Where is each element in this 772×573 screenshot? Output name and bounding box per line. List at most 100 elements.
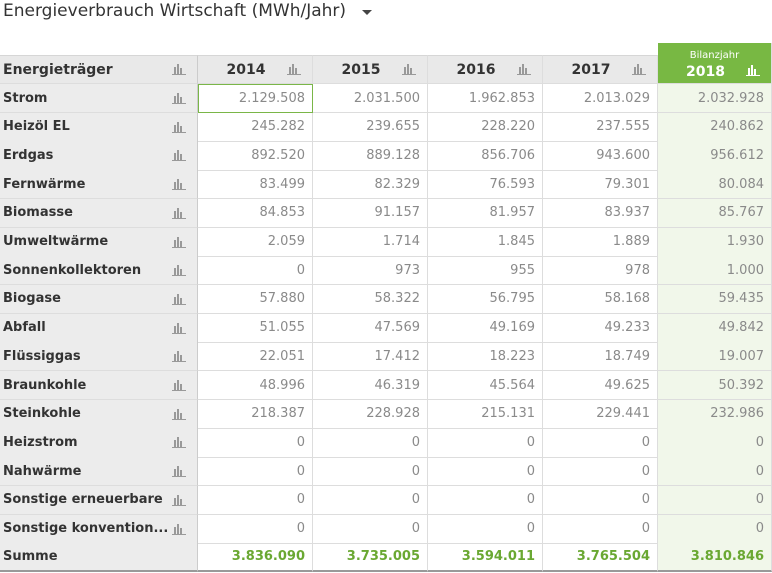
value-cell[interactable]: 0 [198, 428, 313, 458]
value-cell[interactable]: 943.600 [543, 141, 658, 171]
chart-icon[interactable] [287, 63, 301, 75]
value-cell[interactable]: 83.499 [198, 170, 313, 200]
value-cell[interactable]: 0 [198, 256, 313, 286]
value-cell[interactable]: 0 [658, 457, 772, 487]
chart-icon[interactable] [172, 322, 186, 334]
chart-icon[interactable] [172, 236, 186, 248]
value-cell[interactable]: 228.220 [428, 112, 543, 142]
value-cell[interactable]: 58.322 [313, 284, 428, 315]
value-cell[interactable]: 215.131 [428, 399, 543, 429]
value-cell[interactable]: 76.593 [428, 170, 543, 200]
chart-icon[interactable] [172, 207, 186, 219]
value-cell[interactable]: 84.853 [198, 198, 313, 228]
value-cell[interactable]: 245.282 [198, 112, 313, 142]
value-cell[interactable]: 3.765.504 [543, 543, 658, 573]
value-cell[interactable]: 0 [543, 485, 658, 515]
value-cell[interactable]: 3.836.090 [198, 543, 313, 573]
value-cell[interactable]: 0 [198, 514, 313, 544]
value-cell[interactable]: 889.128 [313, 141, 428, 171]
chart-icon[interactable] [172, 178, 186, 191]
value-cell[interactable]: 47.569 [313, 313, 428, 343]
value-cell[interactable]: 1.845 [428, 227, 543, 257]
value-cell[interactable]: 228.928 [313, 399, 428, 429]
value-cell[interactable]: 0 [198, 485, 313, 515]
value-cell[interactable]: 0 [658, 428, 772, 458]
value-cell[interactable]: 58.168 [543, 284, 658, 315]
value-cell[interactable]: 229.441 [543, 399, 658, 429]
column-header[interactable]: Bilanzjahr 2018 [658, 43, 772, 84]
value-cell[interactable]: 0 [428, 485, 543, 515]
value-cell[interactable]: 46.319 [313, 371, 428, 401]
value-cell[interactable]: 18.223 [428, 342, 543, 372]
value-cell[interactable]: 49.842 [658, 313, 772, 343]
chart-icon[interactable] [172, 293, 186, 305]
value-cell[interactable]: 91.157 [313, 198, 428, 228]
value-cell[interactable]: 232.986 [658, 399, 772, 429]
value-cell[interactable]: 0 [543, 428, 658, 458]
value-cell[interactable]: 81.957 [428, 198, 543, 228]
value-cell[interactable]: 0 [428, 514, 543, 544]
chart-icon[interactable] [172, 149, 186, 162]
value-cell[interactable]: 80.084 [658, 170, 772, 200]
chart-icon[interactable] [172, 350, 186, 363]
value-cell[interactable]: 2.013.029 [543, 84, 658, 114]
chart-icon[interactable] [172, 494, 186, 506]
value-cell[interactable]: 56.795 [428, 284, 543, 315]
value-cell[interactable]: 85.767 [658, 198, 772, 228]
value-cell[interactable]: 19.007 [658, 342, 772, 372]
value-cell[interactable]: 978 [543, 256, 658, 286]
value-cell[interactable]: 0 [658, 514, 772, 544]
value-cell[interactable]: 0 [428, 457, 543, 487]
chart-icon[interactable] [172, 63, 186, 75]
page-title[interactable]: Energieverbrauch Wirtschaft (MWh/Jahr) [3, 1, 347, 21]
value-cell[interactable]: 856.706 [428, 141, 543, 171]
chart-icon[interactable] [632, 63, 646, 75]
chart-icon[interactable] [402, 63, 416, 75]
value-cell[interactable]: 218.387 [198, 399, 313, 429]
value-cell[interactable]: 0 [543, 457, 658, 487]
value-cell[interactable]: 2.032.928 [658, 84, 772, 114]
value-cell[interactable]: 49.625 [543, 371, 658, 401]
value-cell[interactable]: 57.880 [198, 284, 313, 315]
value-cell[interactable]: 1.714 [313, 227, 428, 257]
chart-icon[interactable] [172, 264, 186, 277]
value-cell[interactable]: 956.612 [658, 141, 772, 171]
chart-icon[interactable] [172, 379, 186, 391]
column-header[interactable]: Energieträger [0, 55, 198, 84]
chart-icon[interactable] [172, 436, 186, 449]
value-cell[interactable]: 17.412 [313, 342, 428, 372]
value-cell[interactable]: 0 [428, 428, 543, 458]
value-cell[interactable]: 3.735.005 [313, 543, 428, 573]
value-cell[interactable]: 2.031.500 [313, 84, 428, 114]
chart-icon[interactable] [746, 64, 760, 76]
value-cell[interactable]: 239.655 [313, 112, 428, 142]
value-cell[interactable]: 18.749 [543, 342, 658, 372]
chart-icon[interactable] [517, 63, 531, 75]
value-cell[interactable]: 0 [313, 457, 428, 487]
chart-icon[interactable] [172, 121, 186, 133]
chart-icon[interactable] [172, 523, 186, 535]
value-cell[interactable]: 955 [428, 256, 543, 286]
value-cell[interactable]: 892.520 [198, 141, 313, 171]
value-cell[interactable]: 22.051 [198, 342, 313, 372]
value-cell[interactable]: 240.862 [658, 112, 772, 142]
value-cell[interactable]: 49.233 [543, 313, 658, 343]
value-cell[interactable]: 3.594.011 [428, 543, 543, 573]
value-cell[interactable]: 0 [543, 514, 658, 544]
value-cell[interactable]: 2.129.508 [198, 84, 313, 114]
value-cell[interactable]: 0 [658, 485, 772, 515]
chart-icon[interactable] [172, 465, 186, 478]
value-cell[interactable]: 49.169 [428, 313, 543, 343]
value-cell[interactable]: 1.000 [658, 256, 772, 286]
value-cell[interactable]: 973 [313, 256, 428, 286]
value-cell[interactable]: 0 [198, 457, 313, 487]
value-cell[interactable]: 0 [313, 428, 428, 458]
value-cell[interactable]: 45.564 [428, 371, 543, 401]
value-cell[interactable]: 1.930 [658, 227, 772, 257]
value-cell[interactable]: 83.937 [543, 198, 658, 228]
value-cell[interactable]: 82.329 [313, 170, 428, 200]
dropdown-caret[interactable] [362, 10, 372, 15]
value-cell[interactable]: 1.962.853 [428, 84, 543, 114]
value-cell[interactable]: 237.555 [543, 112, 658, 142]
value-cell[interactable]: 2.059 [198, 227, 313, 257]
